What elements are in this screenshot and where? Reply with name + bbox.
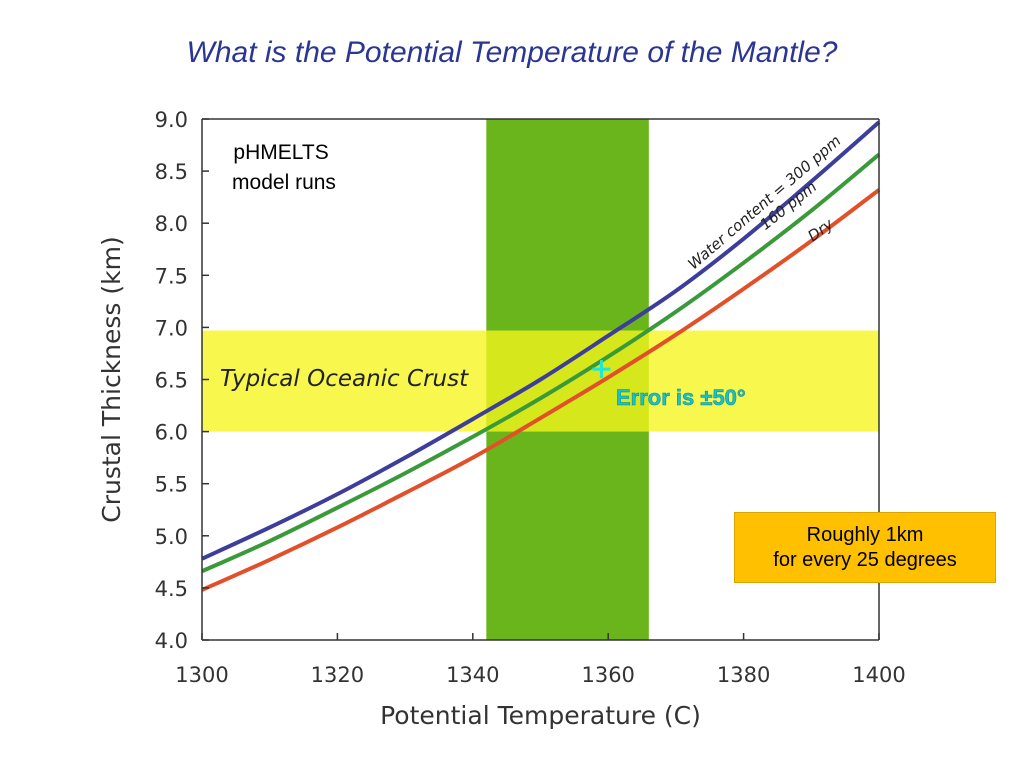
rate-callout: Roughly 1km for every 25 degrees xyxy=(734,512,996,583)
model-annotation: pHMELTS model runs xyxy=(232,141,336,194)
model-annotation-line-1: pHMELTS xyxy=(233,141,328,164)
y-tick-label: 7.0 xyxy=(155,316,188,340)
x-tick-label: 1340 xyxy=(446,663,499,687)
series-line-1 xyxy=(201,152,881,574)
y-tick-label: 9.0 xyxy=(155,108,188,132)
x-axis-title: Potential Temperature (C) xyxy=(380,701,701,730)
typical-crust-label: Typical Oceanic Crust xyxy=(220,366,469,392)
y-tick-label: 6.0 xyxy=(155,421,188,445)
error-label: Error is ±50° xyxy=(616,385,746,410)
slide-title: What is the Potential Temperature of the… xyxy=(186,36,838,69)
x-tick-label: 1380 xyxy=(717,663,770,687)
model-annotation-line-2: model runs xyxy=(232,171,336,194)
y-tick-label: 5.0 xyxy=(155,525,188,549)
callout-line-2: for every 25 degrees xyxy=(773,548,957,571)
series-line-2 xyxy=(201,188,881,592)
y-tick-label: 4.0 xyxy=(155,629,188,653)
y-tick-label: 5.5 xyxy=(155,473,188,497)
y-tick-label: 6.5 xyxy=(155,369,188,393)
callout-line-1: Roughly 1km xyxy=(806,523,924,546)
series-line-0 xyxy=(201,120,881,561)
x-tick-label: 1360 xyxy=(581,663,634,687)
estimate-cross-icon xyxy=(592,360,611,379)
y-tick-label: 8.0 xyxy=(155,212,188,236)
x-tick-label: 1400 xyxy=(852,663,905,687)
x-tick-label: 1320 xyxy=(311,663,364,687)
y-tick-label: 8.5 xyxy=(155,160,188,184)
tick-layer: 1300 1320 1340 1360 1380 1400 4.0 4.5 5.0 5.5 6.0 6… xyxy=(155,108,906,687)
x-tick-label: 1300 xyxy=(175,663,228,687)
y-axis-title: Crustal Thickness (km) xyxy=(97,236,126,522)
y-tick-label: 7.5 xyxy=(155,264,188,288)
y-tick-label: 4.5 xyxy=(155,577,188,601)
